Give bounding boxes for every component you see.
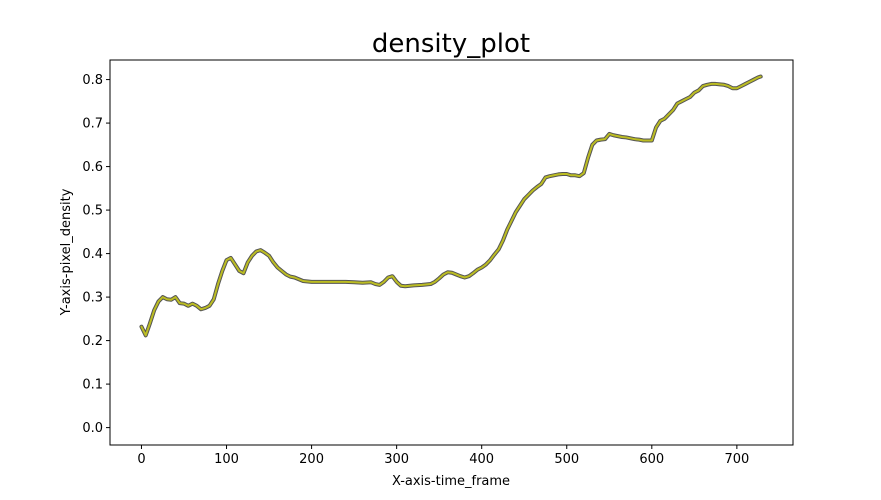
y-tick-label: 0.4	[82, 247, 103, 262]
y-tick-label: 0.7	[82, 117, 103, 132]
plot-frame	[109, 59, 794, 446]
y-axis-label: Y-axis-pixel_density	[59, 188, 74, 316]
x-tick-label: 0	[137, 452, 145, 467]
y-tick-label: 0.6	[82, 160, 103, 175]
x-tick-label: 200	[299, 452, 324, 467]
chart-title: density_plot	[372, 29, 530, 59]
x-tick-label: 700	[724, 452, 749, 467]
x-axis-ticks: 0 100 200 300 400 500 600 700	[137, 445, 749, 467]
y-tick-label: 0.3	[82, 291, 103, 306]
x-tick-label: 300	[384, 452, 409, 467]
x-tick-label: 400	[469, 452, 494, 467]
y-axis-ticks: 0.0 0.1 0.2 0.3 0.4 0.5 0.6 0.7 0.8	[82, 73, 110, 436]
x-tick-label: 600	[639, 452, 664, 467]
x-tick-label: 100	[214, 452, 239, 467]
y-tick-label: 0.0	[82, 421, 103, 436]
series-layer	[139, 74, 763, 338]
x-tick-label: 500	[554, 452, 579, 467]
y-tick-label: 0.1	[82, 378, 103, 393]
series-line	[140, 75, 762, 337]
x-axis-label: X-axis-time_frame	[392, 474, 510, 489]
y-tick-label: 0.5	[82, 204, 103, 219]
y-tick-label: 0.8	[82, 73, 103, 88]
y-tick-label: 0.2	[82, 334, 103, 349]
